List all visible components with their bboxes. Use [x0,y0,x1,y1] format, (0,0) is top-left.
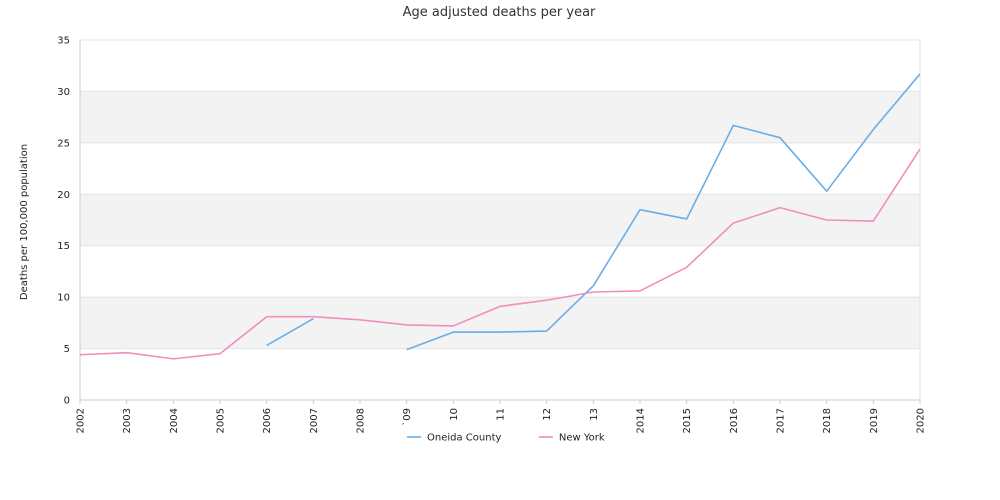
data-point [732,124,735,127]
y-tick-label: 25 [57,138,70,149]
data-point [499,331,502,334]
y-axis-ticks: 0 5 10 15 20 25 30 35 [57,36,70,407]
data-point [545,330,548,333]
x-tick-label: 2014 [636,408,647,433]
data-point [592,291,595,294]
x-tick-label: 10 [449,408,460,421]
y-tick-label: 0 [64,396,70,407]
x-tick-label: 11 [496,408,507,421]
data-point [452,324,455,327]
data-point [872,128,875,131]
x-tick-label: 12 [542,408,553,421]
series-lines [79,72,922,360]
grid-bands [80,91,920,349]
series-line-1 [79,148,921,360]
data-point [592,284,595,287]
data-point [265,315,268,318]
data-point [919,148,922,151]
y-axis-label: Deaths per 100,000 population [19,144,30,300]
data-point [219,352,222,355]
x-tick-label: 2017 [776,408,787,433]
x-tick-label: 2016 [729,408,740,433]
data-point [685,266,688,269]
series-line-0 [266,73,921,351]
grid-band [80,91,920,143]
y-tick-label: 5 [64,344,70,355]
x-tick-label: 2004 [169,408,180,433]
data-point [125,351,128,354]
x-tick-label: 2003 [122,408,133,433]
grid-band [80,194,920,246]
grid-band [80,297,920,349]
data-point [872,220,875,223]
data-point [732,222,735,225]
data-point [172,357,175,360]
x-tick-label: `09 [401,408,413,426]
data-point [545,299,548,302]
legend-label: New York [559,433,605,444]
data-point [779,206,782,209]
data-point [639,208,642,211]
data-point [779,136,782,139]
x-axis-ticks: 2002 2003 2004 2005 2006 2007 2008 `09 10 11 12 13 2… [76,400,927,433]
x-tick-label: 2005 [216,408,227,433]
data-point [639,289,642,292]
data-point [452,331,455,334]
y-tick-label: 10 [57,293,70,304]
x-tick-label: 2008 [356,408,367,433]
grid-lines [80,39,921,401]
data-point [79,353,82,356]
data-point [405,348,408,351]
x-tick-label: 2020 [916,408,927,433]
x-tick-label: 2006 [262,408,273,433]
data-point [685,217,688,220]
x-tick-label: 2002 [76,408,87,433]
data-point [919,72,922,75]
data-point [499,305,502,308]
chart-title: Age adjusted deaths per year [403,5,596,20]
x-tick-label: 2015 [682,408,693,433]
x-tick-label: 2019 [869,408,880,433]
data-point [825,219,828,222]
data-point [265,344,268,347]
y-tick-label: 15 [57,241,70,252]
y-tick-label: 35 [57,36,70,47]
data-point [405,323,408,326]
x-tick-label: 2018 [822,408,833,433]
data-point [825,190,828,193]
y-tick-label: 30 [57,87,70,98]
x-tick-label: 2007 [309,408,320,433]
data-point [312,315,315,318]
legend-label: Oneida County [427,433,501,444]
y-tick-label: 20 [57,190,70,201]
legend: Oneida County New York [407,433,605,444]
x-tick-label: 13 [589,408,600,421]
data-point [359,318,362,321]
